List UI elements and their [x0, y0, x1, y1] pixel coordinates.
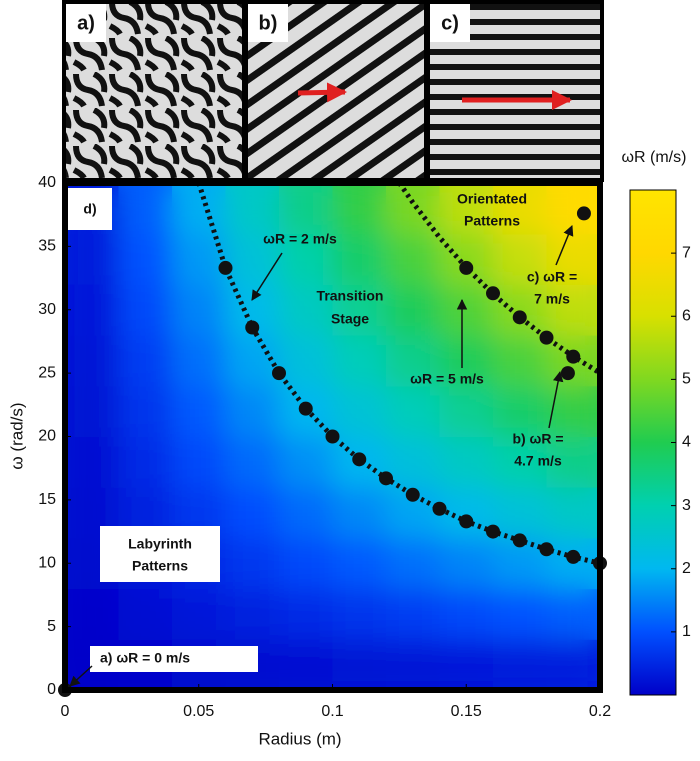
y-tick-label: 30 [38, 301, 56, 318]
data-point [539, 330, 554, 345]
annotation: d) [83, 201, 96, 217]
annotation: Stage [331, 311, 369, 327]
y-tick-label: 15 [38, 491, 56, 508]
annotation: Orientated [457, 191, 527, 207]
colorbar-tick-label: 6 [682, 307, 691, 324]
inset-label: b) [259, 12, 278, 34]
annotation-box [68, 188, 112, 230]
annotation: 7 m/s [534, 291, 570, 307]
data-point [486, 524, 500, 539]
x-axis-label: Radius (m) [258, 729, 341, 748]
annotation: Labyrinth [128, 536, 192, 552]
annotation: a) ωR = 0 m/s [100, 650, 190, 666]
y-tick-label: 35 [38, 238, 56, 255]
data-point [272, 366, 286, 381]
data-point [325, 429, 340, 444]
data-point [486, 286, 500, 301]
y-tick-label: 0 [47, 681, 56, 698]
x-tick-label: 0.1 [321, 703, 343, 720]
data-point [405, 487, 420, 502]
annotation: ωR = 5 m/s [410, 371, 484, 387]
data-point [566, 549, 581, 564]
y-tick-label: 25 [38, 364, 56, 381]
y-tick-label: 10 [38, 554, 56, 571]
y-tick-label: 5 [47, 618, 56, 635]
overlay: d) Orientated Patterns ωR = 2 m/s Transition… [58, 183, 607, 697]
data-point [379, 471, 393, 486]
data-point [352, 452, 367, 467]
annotation: ωR = 2 m/s [263, 231, 337, 247]
data-point [560, 366, 575, 381]
annotation: 4.7 m/s [514, 453, 562, 469]
annotation-arrow [555, 225, 574, 266]
data-point [218, 260, 233, 275]
inset-label-box [430, 4, 470, 42]
colorbar-tick-label: 4 [682, 434, 691, 451]
annotation: Transition [317, 288, 384, 304]
data-point [432, 501, 447, 516]
annotation-arrow [548, 370, 564, 429]
insets [62, 0, 604, 182]
colorbar [629, 189, 677, 696]
data-point [298, 401, 313, 416]
inset-label: c) [441, 12, 459, 34]
y-tick-label: 40 [38, 174, 56, 191]
data-point [459, 260, 474, 275]
annotation-box [90, 646, 258, 672]
contour-line [196, 183, 600, 566]
colorbar-tick-label: 5 [682, 371, 691, 388]
x-tick-label: 0.2 [589, 703, 611, 720]
inset-label-box [248, 4, 288, 42]
data-point [576, 206, 591, 221]
annotation: Patterns [464, 213, 520, 229]
colorbar-tick-label: 1 [682, 623, 691, 640]
inset-label: a) [77, 12, 95, 34]
data-point [539, 542, 554, 557]
annotation: Patterns [132, 558, 188, 574]
annotation-box [100, 526, 220, 582]
colorbar-label: ωR (m/s) [622, 149, 687, 166]
x-tick-label: 0.05 [183, 703, 214, 720]
data-point [245, 320, 260, 335]
data-point [512, 533, 527, 548]
y-tick-label: 20 [38, 428, 56, 445]
inset-label-box [66, 4, 106, 42]
arrow [297, 82, 347, 103]
colorbar-tick-label: 3 [682, 497, 691, 514]
data-point [459, 514, 474, 529]
annotation: c) ωR = [527, 269, 577, 285]
x-tick-label: 0.15 [451, 703, 482, 720]
annotation-arrow [69, 665, 93, 687]
colorbar-tick-label: 2 [682, 560, 691, 577]
data-point [566, 349, 581, 364]
data-point [512, 310, 527, 325]
colorbar-tick-label: 7 [682, 244, 691, 261]
x-tick-label: 0 [61, 703, 70, 720]
annotation-arrow [251, 252, 283, 301]
annotation: b) ωR = [512, 431, 563, 447]
y-axis-label: ω (rad/s) [7, 402, 26, 469]
